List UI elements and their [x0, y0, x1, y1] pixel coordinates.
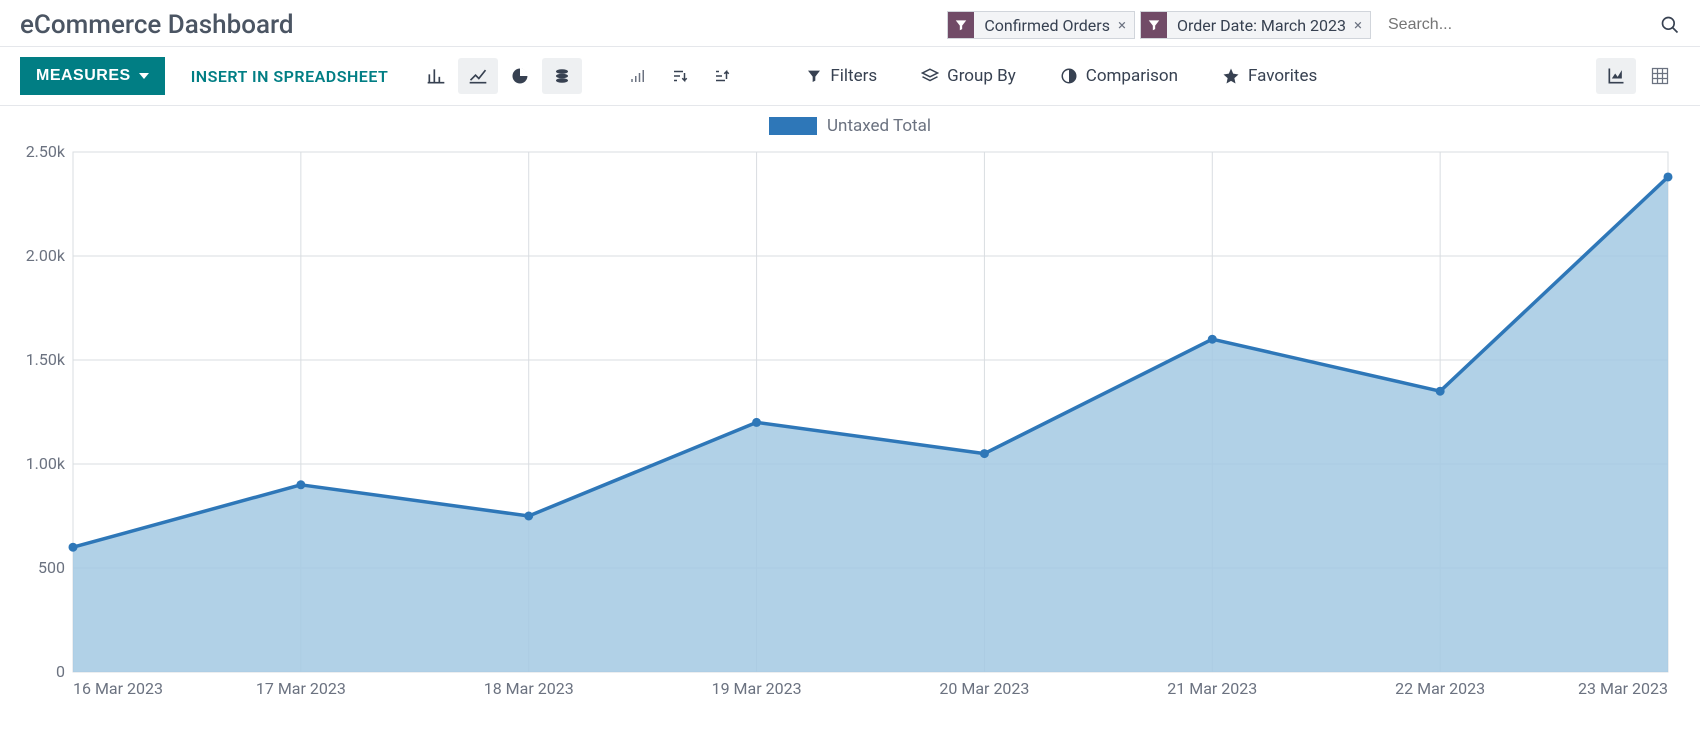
- sort-group: [618, 58, 742, 94]
- chart-type-group: [416, 58, 582, 94]
- pie-chart-icon[interactable]: [500, 58, 540, 94]
- star-icon: [1222, 67, 1240, 85]
- legend-label: Untaxed Total: [827, 116, 931, 136]
- search-box: [1380, 12, 1680, 38]
- svg-text:17 Mar 2023: 17 Mar 2023: [256, 679, 346, 698]
- favorites-label: Favorites: [1248, 66, 1317, 86]
- sort-desc-icon[interactable]: [660, 58, 700, 94]
- area-chart: 0 500 1.00k 1.50k 2.00k 2.50k 16 Mar 2023 17 Ma…: [18, 142, 1678, 702]
- chart-legend: Untaxed Total: [18, 116, 1682, 136]
- layers-icon: [921, 67, 939, 85]
- toolbar: MEASURES INSERT IN SPREADSHEET Filters: [0, 47, 1700, 106]
- filters-label: Filters: [830, 66, 877, 86]
- header-bar: eCommerce Dashboard Confirmed Orders × O…: [0, 0, 1700, 47]
- search-icon[interactable]: [1660, 15, 1680, 35]
- caret-down-icon: [139, 71, 149, 81]
- close-icon[interactable]: ×: [1354, 16, 1370, 34]
- close-icon[interactable]: ×: [1118, 16, 1134, 34]
- svg-text:23 Mar 2023: 23 Mar 2023: [1578, 679, 1668, 698]
- chart-container: Untaxed Total 0 500 1.00k 1.50k 2.00k 2.50k 16…: [0, 106, 1700, 722]
- svg-text:20 Mar 2023: 20 Mar 2023: [939, 679, 1029, 698]
- stacked-icon[interactable]: [542, 58, 582, 94]
- group-by-label: Group By: [947, 66, 1016, 86]
- filter-chip-order-date[interactable]: Order Date: March 2023 ×: [1140, 11, 1371, 39]
- svg-text:21 Mar 2023: 21 Mar 2023: [1167, 679, 1257, 698]
- measures-button[interactable]: MEASURES: [20, 57, 165, 95]
- svg-text:22 Mar 2023: 22 Mar 2023: [1395, 679, 1485, 698]
- svg-text:2.50k: 2.50k: [26, 142, 66, 161]
- filter-chip-label: Confirmed Orders: [974, 13, 1118, 38]
- view-switcher: [1596, 58, 1680, 94]
- legend-swatch: [769, 117, 817, 135]
- filter-chip-label: Order Date: March 2023: [1167, 13, 1354, 38]
- favorites-menu[interactable]: Favorites: [1216, 62, 1323, 90]
- svg-text:2.00k: 2.00k: [26, 246, 66, 265]
- filter-icon: [948, 12, 974, 38]
- svg-text:16 Mar 2023: 16 Mar 2023: [73, 679, 163, 698]
- svg-text:1.50k: 1.50k: [26, 350, 66, 369]
- comparison-label: Comparison: [1086, 66, 1178, 86]
- bar-chart-icon[interactable]: [416, 58, 456, 94]
- svg-text:19 Mar 2023: 19 Mar 2023: [712, 679, 802, 698]
- filter-icon: [806, 68, 822, 84]
- signal-icon[interactable]: [618, 58, 658, 94]
- group-by-menu[interactable]: Group By: [915, 62, 1022, 90]
- sort-asc-icon[interactable]: [702, 58, 742, 94]
- insert-spreadsheet-link[interactable]: INSERT IN SPREADSHEET: [191, 67, 389, 86]
- svg-text:500: 500: [38, 558, 65, 577]
- page-title: eCommerce Dashboard: [20, 10, 294, 40]
- filter-chip-confirmed-orders[interactable]: Confirmed Orders ×: [947, 11, 1135, 39]
- search-input[interactable]: [1380, 12, 1600, 38]
- svg-text:0: 0: [56, 662, 65, 681]
- filter-chips: Confirmed Orders × Order Date: March 202…: [947, 11, 1680, 39]
- filters-menu[interactable]: Filters: [800, 62, 883, 90]
- graph-view-icon[interactable]: [1596, 58, 1636, 94]
- svg-text:18 Mar 2023: 18 Mar 2023: [484, 679, 574, 698]
- measures-label: MEASURES: [36, 67, 131, 85]
- svg-text:1.00k: 1.00k: [26, 454, 66, 473]
- comparison-menu[interactable]: Comparison: [1054, 62, 1184, 90]
- contrast-icon: [1060, 67, 1078, 85]
- line-chart-icon[interactable]: [458, 58, 498, 94]
- filter-icon: [1141, 12, 1167, 38]
- pivot-view-icon[interactable]: [1640, 58, 1680, 94]
